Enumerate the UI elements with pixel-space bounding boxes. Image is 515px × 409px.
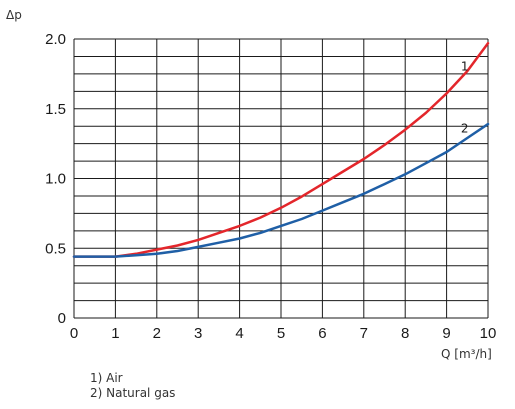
x-tick-label: 2 bbox=[153, 325, 161, 342]
series-label-1: 1 bbox=[461, 59, 469, 73]
x-axis-label: Q [m³/h] bbox=[441, 347, 492, 361]
x-tick-label: 5 bbox=[277, 325, 285, 342]
series-labels: 12 bbox=[461, 59, 469, 135]
series-line-1 bbox=[72, 41, 490, 258]
y-tick-label: 2.0 bbox=[45, 31, 66, 48]
x-tick-label: 3 bbox=[194, 325, 202, 342]
legend: 1) Air 2) Natural gas bbox=[90, 371, 175, 401]
x-tick-label: 4 bbox=[235, 325, 243, 342]
grid bbox=[73, 38, 489, 319]
x-tick-label: 9 bbox=[442, 325, 450, 342]
x-tick-label: 10 bbox=[480, 325, 497, 342]
x-tick-label: 1 bbox=[111, 325, 119, 342]
x-tick-label: 7 bbox=[360, 325, 368, 342]
series-label-2: 2 bbox=[461, 121, 469, 135]
series-line-2 bbox=[72, 122, 490, 258]
legend-item-air: 1) Air bbox=[90, 371, 123, 385]
legend-item-natural-gas: 2) Natural gas bbox=[90, 386, 176, 400]
x-tick-label: 6 bbox=[318, 325, 326, 342]
series-lines bbox=[72, 41, 490, 258]
x-tick-label: 8 bbox=[401, 325, 409, 342]
y-axis-label: Δp bbox=[6, 8, 22, 22]
y-tick-label: 1.5 bbox=[45, 101, 66, 118]
x-tick-label: 0 bbox=[70, 325, 78, 342]
y-tick-label: 0 bbox=[58, 310, 66, 327]
y-tick-label: 0.5 bbox=[45, 240, 66, 257]
y-tick-label: 1.0 bbox=[45, 171, 66, 188]
